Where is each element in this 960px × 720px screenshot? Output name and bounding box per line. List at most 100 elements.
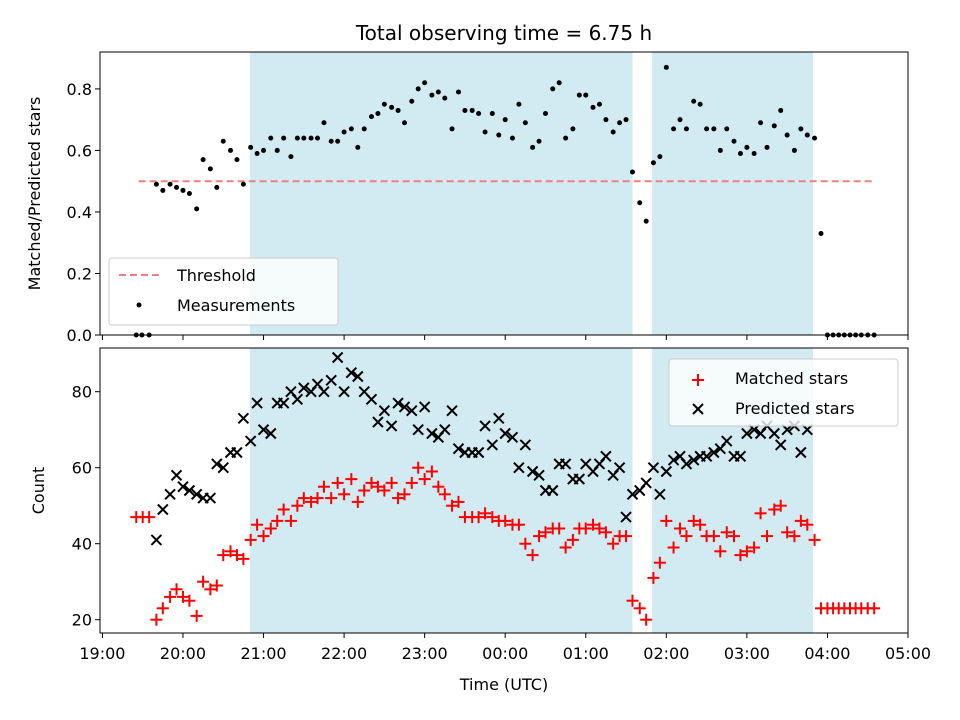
predicted-point	[667, 454, 680, 466]
predicted-point-stroke	[741, 427, 753, 440]
predicted-point-stroke	[499, 427, 511, 440]
matched-point	[479, 507, 492, 520]
matched-point	[533, 530, 546, 543]
y-tick-label: 0.0	[67, 326, 92, 345]
predicted-point	[700, 450, 713, 463]
predicted-point	[331, 351, 344, 364]
predicted-point-stroke	[237, 412, 250, 425]
measurement-point	[234, 157, 240, 163]
matched-point	[392, 492, 405, 505]
matched-point	[325, 492, 338, 505]
measurement-point	[509, 135, 515, 141]
measurement-point	[402, 120, 408, 126]
matched-point	[251, 518, 264, 531]
matched-point	[727, 530, 740, 543]
matched-point	[365, 476, 378, 489]
matched-point	[801, 518, 814, 531]
legend-predicted-label: Predicted stars	[735, 399, 855, 418]
predicted-point-stroke	[688, 454, 700, 466]
y-tick-label: 0.4	[67, 203, 92, 222]
predicted-point	[177, 480, 189, 493]
matched-point	[176, 590, 189, 603]
predicted-point-stroke	[385, 420, 398, 432]
predicted-point-stroke	[513, 461, 525, 474]
measurement-point	[368, 114, 374, 120]
measurement-point	[153, 181, 159, 187]
matched-point	[640, 613, 653, 626]
predicted-point-stroke	[177, 480, 189, 493]
matched-point	[499, 514, 512, 527]
predicted-point-stroke	[331, 351, 344, 364]
matched-point	[317, 480, 330, 493]
matched-point	[794, 514, 807, 527]
matched-point	[680, 530, 693, 543]
measurement-point	[409, 98, 415, 104]
top-x-ticks	[101, 335, 909, 340]
matched-point	[707, 530, 720, 543]
measurement-point	[758, 120, 764, 126]
matched-point	[264, 522, 277, 535]
predicted-point-stroke	[398, 401, 411, 413]
predicted-point	[325, 374, 337, 387]
predicted-point	[721, 435, 733, 447]
measurement-point	[671, 126, 677, 132]
predicted-point	[372, 416, 384, 428]
measurement-point	[462, 107, 468, 113]
measurement-point	[194, 206, 200, 212]
x-tick-label: 21:00	[240, 644, 286, 663]
matched-point	[607, 537, 620, 550]
predicted-point	[338, 385, 350, 398]
y-tick-label: 40	[72, 535, 92, 554]
x-tick-label: 22:00	[321, 644, 367, 663]
predicted-point-stroke	[626, 488, 639, 501]
predicted-point-stroke	[358, 385, 370, 398]
predicted-point-stroke	[533, 469, 545, 482]
bottom-legend: Matched stars Predicted stars	[668, 358, 899, 427]
predicted-point	[647, 461, 660, 474]
predicted-point-stroke	[452, 442, 465, 455]
predicted-point-stroke	[325, 374, 337, 387]
measurement-point	[603, 117, 609, 123]
matched-point	[808, 533, 821, 546]
matched-point	[398, 488, 411, 501]
predicted-point-stroke	[378, 404, 391, 417]
matched-point	[674, 522, 687, 535]
matched-point	[244, 533, 257, 546]
predicted-point-stroke	[700, 450, 713, 463]
matched-point	[358, 484, 371, 497]
predicted-point	[513, 461, 525, 474]
measurement-point	[530, 144, 536, 150]
predicted-point-stroke	[479, 420, 491, 432]
matched-point	[452, 495, 465, 508]
predicted-point-stroke	[211, 458, 223, 470]
measurement-point	[657, 154, 663, 160]
matched-point	[143, 511, 156, 524]
measurement-point	[643, 218, 649, 224]
y-tick-label: 0.8	[67, 80, 92, 99]
matched-point	[284, 514, 297, 527]
predicted-point-stroke	[170, 469, 183, 482]
predicted-point	[626, 488, 639, 501]
matched-point	[559, 541, 572, 554]
measurement-point	[301, 135, 307, 141]
predicted-point-stroke	[298, 382, 310, 394]
predicted-point	[231, 446, 243, 459]
matched-point	[788, 530, 801, 543]
predicted-point-stroke	[613, 461, 626, 474]
matched-point	[438, 488, 451, 501]
measurement-point	[812, 135, 818, 141]
measurement-point	[200, 157, 206, 163]
predicted-point-stroke	[406, 404, 418, 417]
predicted-point-stroke	[257, 423, 270, 436]
predicted-point	[506, 431, 519, 444]
matched-point	[371, 480, 384, 493]
predicted-point	[265, 427, 277, 440]
predicted-point	[547, 484, 559, 497]
predicted-point-stroke	[285, 385, 297, 398]
measurement-point	[784, 132, 790, 138]
legend-measurements-label: Measurements	[177, 296, 295, 315]
predicted-point	[406, 404, 418, 417]
predicted-point	[519, 439, 532, 451]
matched-point	[271, 514, 284, 527]
measurement-point	[724, 126, 730, 132]
